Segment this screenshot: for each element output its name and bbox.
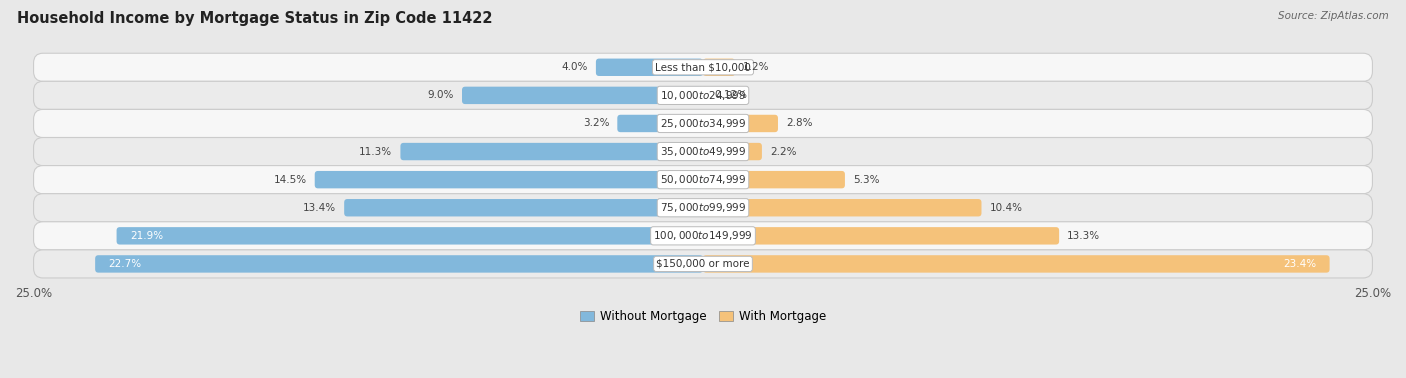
FancyBboxPatch shape — [703, 143, 762, 160]
Text: 14.5%: 14.5% — [274, 175, 307, 184]
Text: Source: ZipAtlas.com: Source: ZipAtlas.com — [1278, 11, 1389, 21]
Text: Less than $10,000: Less than $10,000 — [655, 62, 751, 72]
Text: 2.8%: 2.8% — [786, 118, 813, 129]
Text: 13.4%: 13.4% — [304, 203, 336, 213]
FancyBboxPatch shape — [596, 59, 703, 76]
FancyBboxPatch shape — [34, 194, 1372, 222]
FancyBboxPatch shape — [703, 59, 735, 76]
Text: $100,000 to $149,999: $100,000 to $149,999 — [654, 229, 752, 242]
Text: Household Income by Mortgage Status in Zip Code 11422: Household Income by Mortgage Status in Z… — [17, 11, 492, 26]
Text: $50,000 to $74,999: $50,000 to $74,999 — [659, 173, 747, 186]
FancyBboxPatch shape — [34, 250, 1372, 278]
Text: 0.12%: 0.12% — [714, 90, 747, 101]
Text: 22.7%: 22.7% — [108, 259, 142, 269]
Text: 4.0%: 4.0% — [561, 62, 588, 72]
FancyBboxPatch shape — [117, 227, 703, 245]
Text: 13.3%: 13.3% — [1067, 231, 1101, 241]
Text: 9.0%: 9.0% — [427, 90, 454, 101]
FancyBboxPatch shape — [703, 171, 845, 188]
Text: $25,000 to $34,999: $25,000 to $34,999 — [659, 117, 747, 130]
Text: 21.9%: 21.9% — [129, 231, 163, 241]
FancyBboxPatch shape — [703, 227, 1059, 245]
Text: 23.4%: 23.4% — [1284, 259, 1316, 269]
Text: 10.4%: 10.4% — [990, 203, 1022, 213]
FancyBboxPatch shape — [703, 115, 778, 132]
Text: 3.2%: 3.2% — [582, 118, 609, 129]
Legend: Without Mortgage, With Mortgage: Without Mortgage, With Mortgage — [575, 305, 831, 328]
FancyBboxPatch shape — [34, 53, 1372, 81]
Text: 11.3%: 11.3% — [360, 147, 392, 156]
FancyBboxPatch shape — [703, 199, 981, 217]
Text: $35,000 to $49,999: $35,000 to $49,999 — [659, 145, 747, 158]
FancyBboxPatch shape — [315, 171, 703, 188]
FancyBboxPatch shape — [34, 222, 1372, 250]
FancyBboxPatch shape — [96, 255, 703, 273]
FancyBboxPatch shape — [463, 87, 703, 104]
FancyBboxPatch shape — [617, 115, 703, 132]
FancyBboxPatch shape — [344, 199, 703, 217]
Text: 5.3%: 5.3% — [853, 175, 880, 184]
FancyBboxPatch shape — [34, 109, 1372, 138]
FancyBboxPatch shape — [34, 138, 1372, 166]
Text: $10,000 to $24,999: $10,000 to $24,999 — [659, 89, 747, 102]
Text: 2.2%: 2.2% — [770, 147, 796, 156]
FancyBboxPatch shape — [401, 143, 703, 160]
FancyBboxPatch shape — [34, 81, 1372, 109]
Text: $75,000 to $99,999: $75,000 to $99,999 — [659, 201, 747, 214]
FancyBboxPatch shape — [34, 166, 1372, 194]
Text: 1.2%: 1.2% — [744, 62, 769, 72]
Text: $150,000 or more: $150,000 or more — [657, 259, 749, 269]
FancyBboxPatch shape — [703, 255, 1330, 273]
FancyBboxPatch shape — [703, 87, 706, 104]
